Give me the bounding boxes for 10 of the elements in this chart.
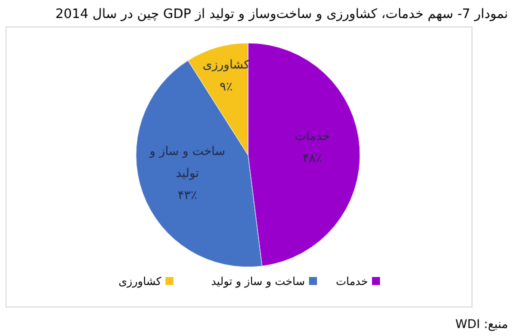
data-label: ۹٪ [220, 80, 233, 94]
data-label: ۴۳٪ [178, 188, 198, 202]
legend-label: خدمات [336, 275, 368, 288]
legend-label: ساخت و ساز و تولید [211, 275, 305, 288]
data-label: ۴۸٪ [302, 150, 322, 165]
chart-title: نمودار 7- سهم خدمات، کشاورزی و ساخت‌وساز و تولید از GDP چین در سال 2014 [55, 7, 508, 22]
slice-label: خدمات [294, 128, 330, 143]
text: منبع: WDI [455, 317, 508, 331]
legend-label: کشاورزی [118, 275, 162, 288]
slice-label: ساخت و ساز و تولید [148, 144, 226, 180]
